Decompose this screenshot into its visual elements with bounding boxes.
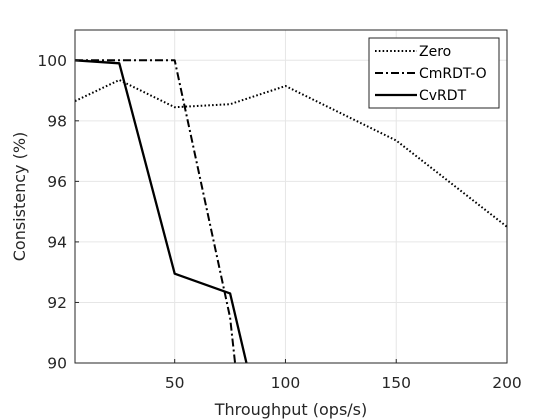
legend-label: CmRDT-O — [419, 66, 487, 82]
x-tick-label: 150 — [381, 374, 411, 392]
axes-box — [74, 29, 508, 364]
series-line-cmrdt-o — [75, 59, 237, 363]
series-lines — [75, 59, 507, 363]
y-tick-label: 92 — [47, 294, 67, 312]
legend-box — [368, 37, 500, 109]
legend-label: CvRDT — [419, 88, 467, 104]
y-tick-label: 98 — [47, 112, 67, 130]
y-axis-label: Consistency (%) — [10, 132, 29, 262]
y-tick-label: 94 — [47, 233, 67, 251]
legend: Zero CmRDT-O CvRDT — [368, 37, 500, 109]
x-tick-label: 100 — [271, 374, 301, 392]
x-tick-label: 200 — [492, 374, 522, 392]
y-tick-label: 100 — [37, 52, 67, 70]
axis-ticks: 50 100 150 200 90 92 94 96 98 100 — [37, 52, 521, 392]
x-axis-label: Throughput (ops/s) — [214, 400, 368, 419]
series-line-cvrdt — [75, 59, 248, 363]
legend-label: Zero — [419, 44, 451, 60]
x-tick-label: 50 — [165, 374, 185, 392]
y-tick-label: 90 — [47, 355, 67, 373]
y-tick-label: 96 — [47, 173, 67, 191]
